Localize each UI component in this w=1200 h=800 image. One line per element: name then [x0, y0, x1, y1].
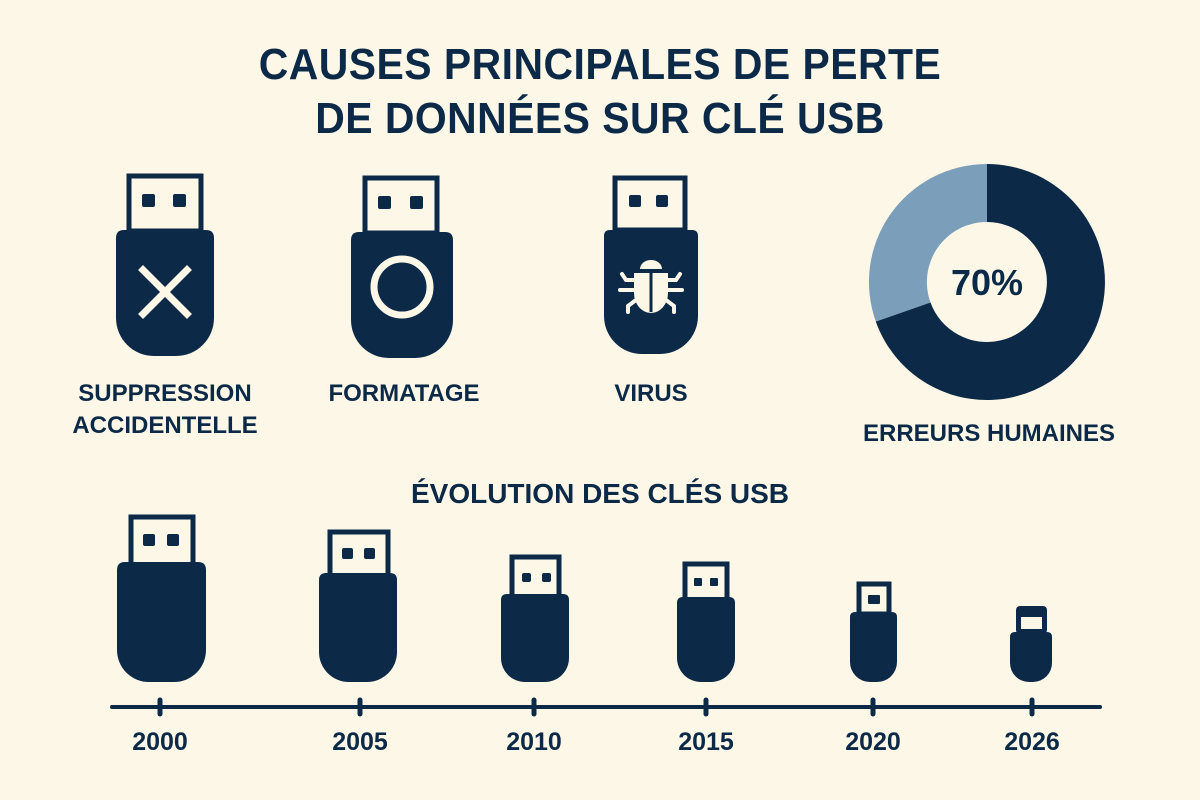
usb-2005-icon [319, 529, 397, 682]
year-label: 2000 [132, 728, 188, 756]
donut-center-value: 70% [950, 262, 1024, 303]
year-label: 2026 [1004, 728, 1060, 756]
timeline-axis [110, 697, 1102, 717]
circle-icon [370, 255, 434, 319]
usb-2010-icon [501, 554, 569, 682]
usb-2026-icon [1010, 606, 1052, 682]
cause-label-format: FORMATAGE [304, 378, 504, 410]
donut-chart [868, 164, 1105, 400]
cause-label-deletion-line2: ACCIDENTELLE [72, 412, 258, 439]
bug-icon [618, 260, 684, 314]
year-label: 2020 [845, 728, 901, 756]
page-title: CAUSES PRINCIPALES DE PERTE DE DONNÉES S… [42, 38, 1158, 146]
x-mark-icon [138, 265, 192, 319]
title-line-1: CAUSES PRINCIPALES DE PERTE [258, 40, 942, 89]
usb-deletion-icon [116, 173, 214, 356]
cause-label-format-text: FORMATAGE [328, 380, 480, 407]
cause-label-virus: VIRUS [551, 378, 751, 410]
title-line-2: DE DONNÉES SUR CLÉ USB [315, 94, 885, 143]
donut-caption: ERREURS HUMAINES [862, 420, 1116, 447]
cause-label-deletion: SUPPRESSION ACCIDENTELLE [65, 378, 265, 442]
cause-label-deletion-line1: SUPPRESSION [78, 380, 252, 407]
year-label: 2005 [332, 728, 388, 756]
timeline-title: ÉVOLUTION DES CLÉS USB [410, 478, 790, 509]
usb-2015-icon [677, 561, 735, 682]
usb-virus-icon [604, 175, 698, 354]
year-label: 2010 [506, 728, 562, 756]
usb-2000-icon [117, 514, 206, 682]
year-label: 2015 [678, 728, 734, 756]
usb-2020-icon [850, 581, 897, 682]
cause-label-virus-text: VIRUS [614, 380, 688, 407]
usb-format-icon [351, 175, 453, 358]
